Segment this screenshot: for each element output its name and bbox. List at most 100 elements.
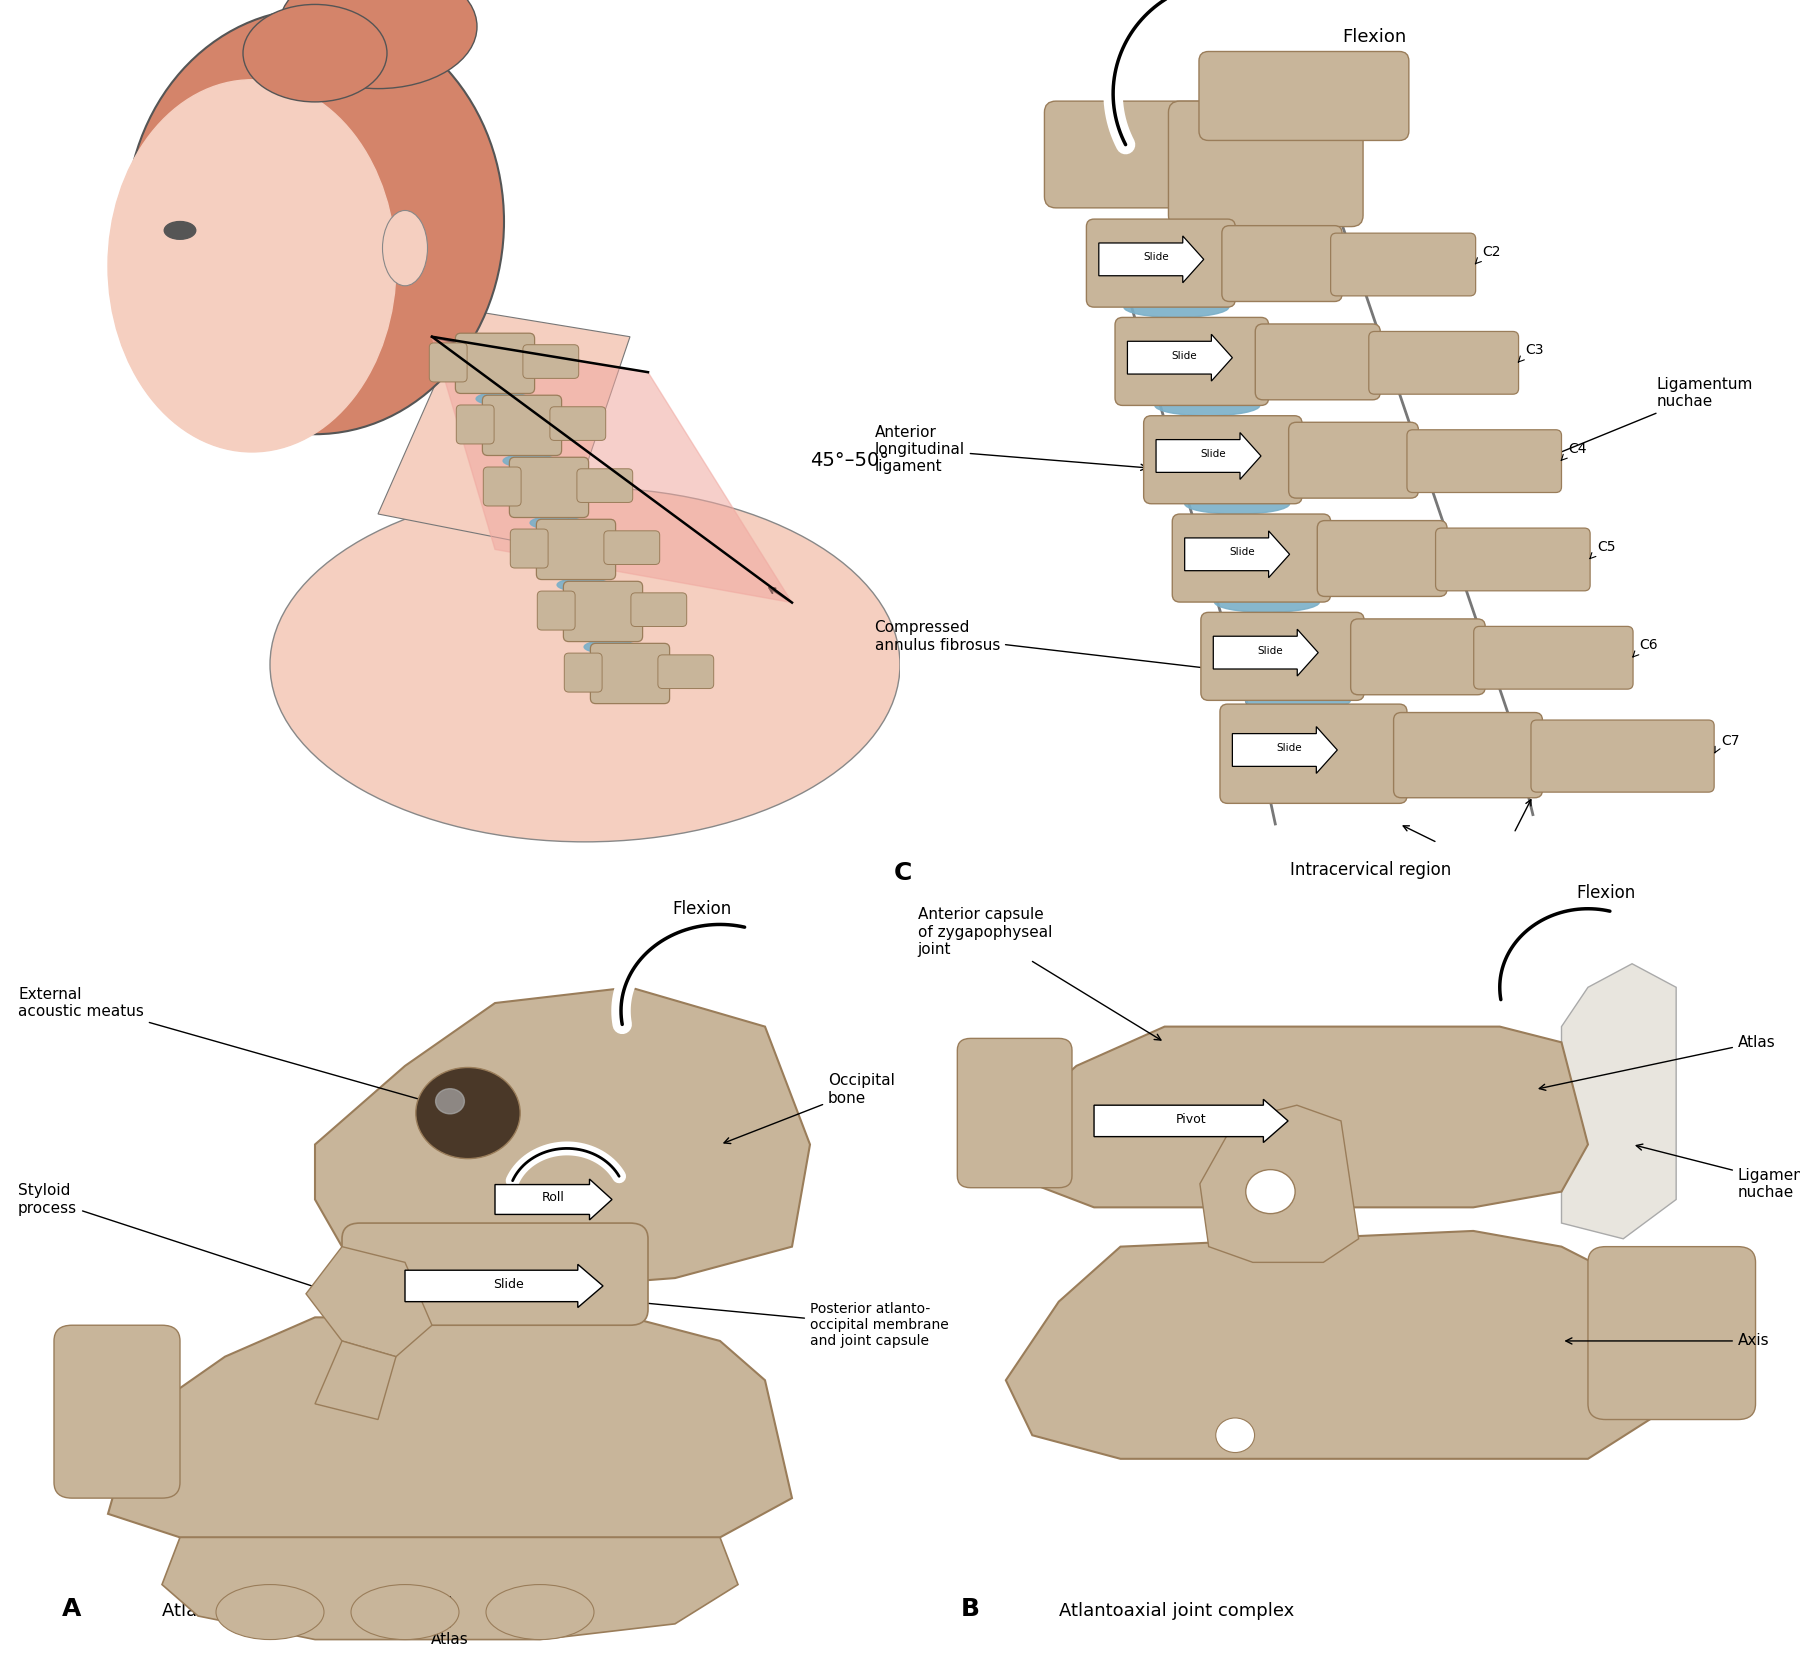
- FancyBboxPatch shape: [1255, 324, 1381, 400]
- FancyBboxPatch shape: [565, 654, 601, 692]
- Text: Slide: Slide: [1172, 351, 1197, 361]
- FancyBboxPatch shape: [430, 343, 468, 381]
- Text: Intracervical region: Intracervical region: [1291, 861, 1451, 879]
- Text: Pivot: Pivot: [1175, 1114, 1206, 1125]
- FancyArrow shape: [1098, 236, 1204, 283]
- FancyBboxPatch shape: [509, 456, 589, 518]
- Text: Atlantoaxial joint complex: Atlantoaxial joint complex: [1058, 1602, 1294, 1620]
- FancyArrow shape: [405, 1264, 603, 1308]
- Circle shape: [416, 1067, 520, 1159]
- FancyBboxPatch shape: [538, 592, 576, 630]
- Text: Slide: Slide: [1276, 742, 1303, 752]
- Text: Slide: Slide: [493, 1277, 524, 1291]
- Text: Anterior capsule
of zygapophyseal
joint: Anterior capsule of zygapophyseal joint: [918, 908, 1161, 1040]
- FancyBboxPatch shape: [632, 594, 688, 627]
- Ellipse shape: [126, 8, 504, 435]
- Text: Flexion: Flexion: [1343, 28, 1406, 47]
- Ellipse shape: [108, 80, 396, 451]
- Text: Roll: Roll: [542, 1192, 565, 1204]
- Circle shape: [436, 1088, 464, 1114]
- Text: C4: C4: [1568, 441, 1586, 456]
- Ellipse shape: [382, 211, 428, 286]
- FancyBboxPatch shape: [1330, 232, 1476, 296]
- Text: Posterior atlanto-
occipital membrane
and joint capsule: Posterior atlanto- occipital membrane an…: [634, 1299, 949, 1348]
- FancyBboxPatch shape: [1588, 1247, 1755, 1420]
- FancyArrow shape: [1213, 629, 1318, 675]
- Text: Slide: Slide: [1143, 252, 1168, 263]
- Polygon shape: [432, 336, 792, 602]
- Text: B: B: [961, 1597, 979, 1620]
- Text: 45°–50°: 45°–50°: [810, 451, 889, 470]
- Text: Flexion: Flexion: [1577, 884, 1634, 901]
- Text: Axis: Axis: [1566, 1334, 1769, 1348]
- FancyBboxPatch shape: [482, 466, 522, 507]
- Ellipse shape: [243, 5, 387, 102]
- FancyBboxPatch shape: [576, 468, 634, 503]
- FancyBboxPatch shape: [1168, 100, 1363, 227]
- FancyBboxPatch shape: [1408, 430, 1562, 493]
- FancyBboxPatch shape: [1532, 721, 1714, 793]
- Polygon shape: [1562, 963, 1676, 1239]
- FancyBboxPatch shape: [342, 1224, 648, 1326]
- Polygon shape: [1201, 1105, 1359, 1262]
- FancyBboxPatch shape: [958, 1038, 1073, 1187]
- FancyArrow shape: [1156, 433, 1262, 480]
- Ellipse shape: [279, 0, 477, 89]
- FancyBboxPatch shape: [1199, 52, 1409, 140]
- Polygon shape: [1006, 1231, 1649, 1458]
- FancyBboxPatch shape: [1289, 423, 1418, 498]
- FancyBboxPatch shape: [1474, 627, 1633, 689]
- FancyBboxPatch shape: [1114, 318, 1269, 405]
- Ellipse shape: [351, 1585, 459, 1640]
- Text: C: C: [895, 861, 913, 884]
- FancyBboxPatch shape: [482, 395, 562, 455]
- FancyBboxPatch shape: [1220, 704, 1408, 803]
- Text: Ligamentum
nuchae: Ligamentum nuchae: [1636, 1144, 1800, 1200]
- Text: Atlas: Atlas: [1539, 1035, 1775, 1090]
- Text: Flexion: Flexion: [673, 900, 731, 918]
- FancyBboxPatch shape: [1350, 619, 1485, 696]
- Text: Atlanto-occipital joint: Atlanto-occipital joint: [162, 1602, 355, 1620]
- Text: C7: C7: [1721, 734, 1739, 747]
- Ellipse shape: [475, 393, 529, 405]
- Ellipse shape: [216, 1585, 324, 1640]
- FancyBboxPatch shape: [1393, 712, 1543, 798]
- Circle shape: [1215, 1418, 1255, 1453]
- FancyBboxPatch shape: [659, 655, 713, 689]
- FancyBboxPatch shape: [455, 333, 535, 393]
- FancyArrow shape: [1184, 532, 1289, 579]
- Text: A: A: [63, 1597, 81, 1620]
- Text: Slide: Slide: [1201, 450, 1226, 460]
- Ellipse shape: [504, 455, 556, 468]
- Ellipse shape: [529, 517, 581, 530]
- FancyBboxPatch shape: [1368, 331, 1519, 395]
- Text: C5: C5: [1597, 540, 1615, 553]
- FancyBboxPatch shape: [54, 1326, 180, 1498]
- Ellipse shape: [1156, 395, 1260, 416]
- Ellipse shape: [270, 488, 900, 843]
- FancyBboxPatch shape: [551, 406, 605, 440]
- Ellipse shape: [486, 1585, 594, 1640]
- Circle shape: [1246, 1170, 1296, 1214]
- FancyBboxPatch shape: [1201, 612, 1364, 701]
- Polygon shape: [1015, 1027, 1588, 1207]
- FancyBboxPatch shape: [590, 644, 670, 704]
- FancyBboxPatch shape: [1143, 416, 1301, 503]
- Ellipse shape: [1184, 493, 1289, 513]
- Text: C3: C3: [1525, 343, 1544, 358]
- Text: Ligamentum
nuchae: Ligamentum nuchae: [1480, 378, 1753, 487]
- Polygon shape: [162, 1538, 738, 1640]
- Ellipse shape: [1215, 592, 1319, 612]
- Polygon shape: [315, 986, 810, 1294]
- FancyArrow shape: [1233, 727, 1337, 774]
- FancyBboxPatch shape: [1222, 226, 1343, 301]
- Ellipse shape: [1246, 691, 1350, 711]
- Polygon shape: [315, 1341, 396, 1420]
- FancyBboxPatch shape: [524, 344, 580, 378]
- Polygon shape: [306, 1247, 432, 1356]
- FancyBboxPatch shape: [511, 528, 547, 568]
- Text: External
acoustic meatus: External acoustic meatus: [18, 986, 464, 1114]
- Text: Occipital
bone: Occipital bone: [724, 1073, 895, 1144]
- Text: Styloid
process: Styloid process: [18, 1184, 356, 1301]
- FancyArrow shape: [1127, 334, 1233, 381]
